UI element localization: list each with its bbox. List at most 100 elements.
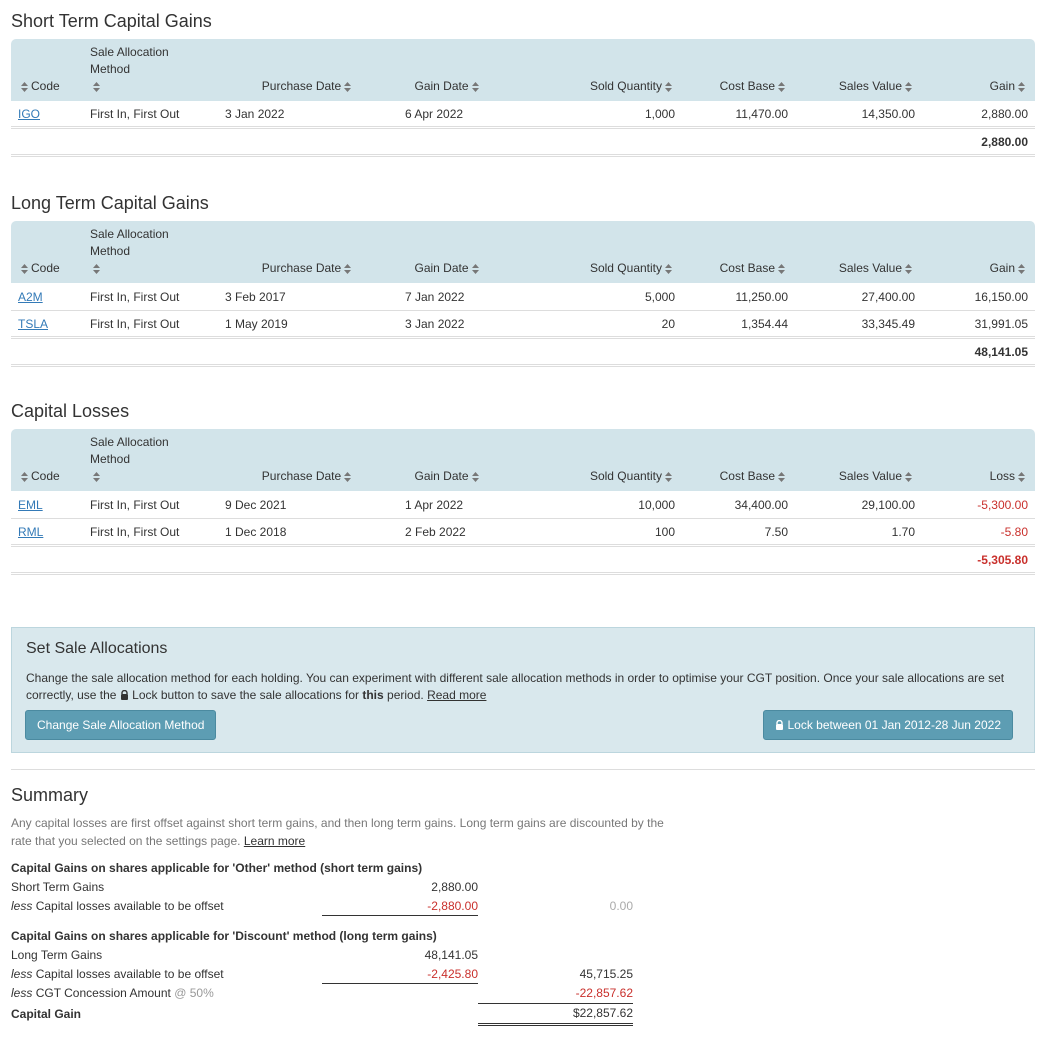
learn-more-link[interactable]: Learn more — [243, 834, 306, 848]
cell: 1,000 — [498, 101, 682, 129]
cell-text: 1 Apr 2022 — [405, 497, 464, 512]
cell: 6 Apr 2022 — [398, 101, 498, 129]
cell-text: 31,991.05 — [974, 316, 1028, 331]
net: 45,715.25 — [579, 966, 633, 981]
prefix: less — [11, 966, 33, 981]
cell: EML — [11, 491, 83, 519]
table-head: Code Sale Allocation Method Purchase Date G… — [11, 429, 1035, 491]
divider — [11, 769, 1035, 770]
column-header[interactable]: Sold Quantity — [498, 429, 682, 491]
total-value: 48,141.05 — [974, 344, 1028, 359]
text: period. — [387, 688, 424, 702]
sort-icon — [1018, 263, 1025, 274]
column-header[interactable]: Sales Value — [795, 39, 922, 101]
cell: 11,250.00 — [682, 283, 795, 311]
column-header[interactable]: Sold Quantity — [498, 39, 682, 101]
cell-text: 10,000 — [638, 497, 675, 512]
summary-row: Short Term Gains 2,880.00 — [11, 877, 633, 896]
code-link[interactable]: TSLA — [18, 316, 49, 331]
label: Short Term Gains — [11, 879, 105, 894]
cell: 2,880.00 — [922, 101, 1035, 129]
total-cell: 48,141.05 — [922, 339, 1035, 367]
summary: Summary Any capital losses are first off… — [11, 785, 1035, 1036]
cell: 11,470.00 — [682, 101, 795, 129]
cell — [83, 129, 218, 157]
table-body: IGO First In, First Out 3 Jan 2022 6 Apr 20… — [11, 101, 1035, 157]
cell-text: 11,470.00 — [735, 106, 789, 121]
header-row: Code Sale Allocation Method Purchase Date G… — [11, 221, 1035, 283]
column-header[interactable]: Sales Value — [795, 429, 922, 491]
lock-button[interactable]: Lock between 01 Jan 2012-28 Jun 2022 — [763, 710, 1013, 740]
header-label: Gain Date — [414, 79, 469, 93]
header-label: Gain — [989, 79, 1015, 93]
cell-text: 2,880.00 — [981, 106, 1028, 121]
column-header[interactable]: Code — [11, 221, 83, 283]
amount-cell: -2,880.00 — [322, 896, 478, 916]
header-label: Sale Allocation Method — [90, 45, 169, 76]
header-row: Code Sale Allocation Method Purchase Date G… — [11, 429, 1035, 491]
cell: 2 Feb 2022 — [398, 519, 498, 547]
code-link[interactable]: IGO — [18, 106, 41, 121]
header-label: Code — [31, 79, 60, 93]
column-header[interactable]: Gain Date — [398, 39, 498, 101]
column-header[interactable]: Cost Base — [682, 39, 795, 101]
column-header[interactable]: Purchase Date — [218, 221, 398, 283]
column-header[interactable]: Sold Quantity — [498, 221, 682, 283]
header-label: Gain — [989, 261, 1015, 275]
column-header[interactable]: Purchase Date — [218, 429, 398, 491]
cell: First In, First Out — [83, 311, 218, 339]
cell: -5,300.00 — [922, 491, 1035, 519]
total-row: 48,141.05 — [11, 339, 1035, 367]
header-label: Loss — [989, 469, 1015, 483]
total-value: -5,305.80 — [977, 552, 1028, 567]
header-row: Code Sale Allocation Method Purchase Date G… — [11, 39, 1035, 101]
cell — [83, 547, 218, 575]
column-header[interactable]: Sale Allocation Method — [83, 39, 218, 101]
cell — [498, 547, 682, 575]
result-label: Capital Gain — [11, 1006, 82, 1021]
sort-icon — [471, 81, 479, 92]
sort-icon — [905, 81, 912, 92]
amount-cell: 2,880.00 — [322, 877, 478, 896]
amount-cell: -2,425.80 — [322, 964, 478, 984]
holding-row: RML First In, First Out 1 Dec 2018 2 Feb 20… — [11, 519, 1035, 547]
change-method-button[interactable]: Change Sale Allocation Method — [25, 710, 217, 740]
sort-icon — [344, 263, 352, 274]
column-header[interactable]: Sale Allocation Method — [83, 429, 218, 491]
column-header[interactable]: Cost Base — [682, 221, 795, 283]
cell: 1,354.44 — [682, 311, 795, 339]
column-header[interactable]: Gain — [922, 39, 1035, 101]
amount: -2,880.00 — [427, 898, 478, 913]
column-header[interactable]: Gain — [922, 221, 1035, 283]
cell-text: 11,250.00 — [735, 289, 789, 304]
cell-text: 16,150.00 — [974, 289, 1028, 304]
cell: 100 — [498, 519, 682, 547]
column-header[interactable]: Code — [11, 429, 83, 491]
header-label: Code — [31, 261, 60, 275]
column-header[interactable]: Code — [11, 39, 83, 101]
column-header[interactable]: Gain Date — [398, 429, 498, 491]
cell: 27,400.00 — [795, 283, 922, 311]
label: Long Term Gains — [11, 947, 103, 962]
code-link[interactable]: RML — [18, 524, 44, 539]
column-header[interactable]: Sales Value — [795, 221, 922, 283]
holdings-table: Code Sale Allocation Method Purchase Date G… — [11, 39, 1035, 157]
header-label: Sold Quantity — [589, 79, 662, 93]
sort-icon — [665, 81, 672, 92]
code-link[interactable]: A2M — [18, 289, 43, 304]
column-header[interactable]: Loss — [922, 429, 1035, 491]
column-header[interactable]: Gain Date — [398, 221, 498, 283]
cell: First In, First Out — [83, 101, 218, 129]
read-more-link[interactable]: Read more — [427, 688, 487, 702]
cell — [498, 129, 682, 157]
code-link[interactable]: EML — [18, 497, 43, 512]
text: this — [362, 688, 384, 702]
column-header[interactable]: Purchase Date — [218, 39, 398, 101]
allocation-panel: Set Sale Allocations Change the sale all… — [11, 627, 1035, 753]
net-cell — [478, 877, 633, 896]
column-header[interactable]: Cost Base — [682, 429, 795, 491]
result-row: Capital Gain $22,857.62 — [11, 1003, 633, 1026]
cell: 14,350.00 — [795, 101, 922, 129]
column-header[interactable]: Sale Allocation Method — [83, 221, 218, 283]
text: Lock — [132, 688, 158, 702]
